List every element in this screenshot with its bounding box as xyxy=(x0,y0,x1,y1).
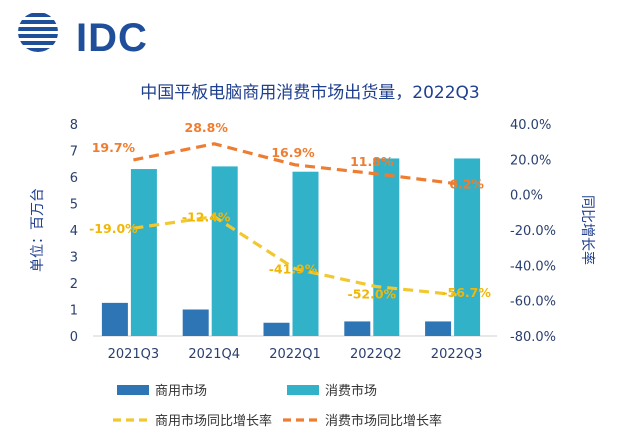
bar xyxy=(425,321,452,336)
series-line xyxy=(133,142,457,186)
data-label: 16.9% xyxy=(271,145,315,160)
x-tick-label: 2021Q3 xyxy=(108,347,160,362)
bar xyxy=(373,158,400,336)
bar xyxy=(211,166,238,336)
globe-icon xyxy=(18,13,58,52)
y2-tick-label: 20.0% xyxy=(510,153,551,168)
y2-tick-label: -60.0% xyxy=(510,295,556,310)
data-label: 19.7% xyxy=(92,140,136,155)
bar xyxy=(454,158,481,336)
bar xyxy=(182,309,209,336)
bar xyxy=(101,302,128,336)
legend-label: 消费市场同比增长率 xyxy=(325,413,442,429)
data-label: 28.8% xyxy=(185,120,229,135)
bar xyxy=(130,169,157,336)
y2-tick-label: -40.0% xyxy=(510,259,556,274)
series-line xyxy=(133,214,457,297)
legend-label: 商用市场 xyxy=(155,383,207,399)
x-tick-label: 2021Q4 xyxy=(188,347,240,362)
y-tick-label: 1 xyxy=(70,304,78,319)
y-tick-label: 8 xyxy=(70,118,78,133)
bar xyxy=(292,171,319,336)
legend-label: 消费市场 xyxy=(325,383,377,399)
chart-title: 中国平板电脑商用消费市场出货量，2022Q3 xyxy=(140,83,480,103)
data-label: -12.4% xyxy=(182,210,231,225)
y2-tick-label: -20.0% xyxy=(510,224,556,239)
y-tick-label: 4 xyxy=(70,224,78,239)
legend-label: 商用市场同比增长率 xyxy=(155,413,272,429)
y2-tick-label: 40.0% xyxy=(510,118,551,133)
y-tick-label: 7 xyxy=(70,145,78,160)
y2-axis-title: 同比增长率 xyxy=(579,195,596,265)
y2-tick-label: -80.0% xyxy=(510,330,556,345)
y-tick-label: 3 xyxy=(70,251,78,266)
idc-logo: IDC xyxy=(14,10,154,60)
legend-swatch xyxy=(287,385,319,395)
data-label: -56.7% xyxy=(442,285,491,300)
y-tick-label: 0 xyxy=(70,330,78,345)
bar xyxy=(344,321,371,336)
data-label: -41.9% xyxy=(269,262,318,277)
y-tick-label: 6 xyxy=(70,171,78,186)
brand-name: IDC xyxy=(76,16,148,60)
data-label: -52.0% xyxy=(348,287,397,302)
bar xyxy=(263,322,290,336)
data-label: 11.8% xyxy=(350,154,394,169)
data-label: -19.0% xyxy=(89,221,138,236)
data-label: 6.2% xyxy=(449,177,484,192)
y-axis-title: 单位：百万台 xyxy=(30,188,46,272)
x-tick-label: 2022Q2 xyxy=(350,347,402,362)
x-tick-label: 2022Q1 xyxy=(269,347,321,362)
y-tick-label: 5 xyxy=(70,198,78,213)
y-tick-label: 2 xyxy=(70,277,78,292)
legend-swatch xyxy=(117,385,149,395)
x-tick-label: 2022Q3 xyxy=(431,347,483,362)
y2-tick-label: 0.0% xyxy=(510,189,543,204)
